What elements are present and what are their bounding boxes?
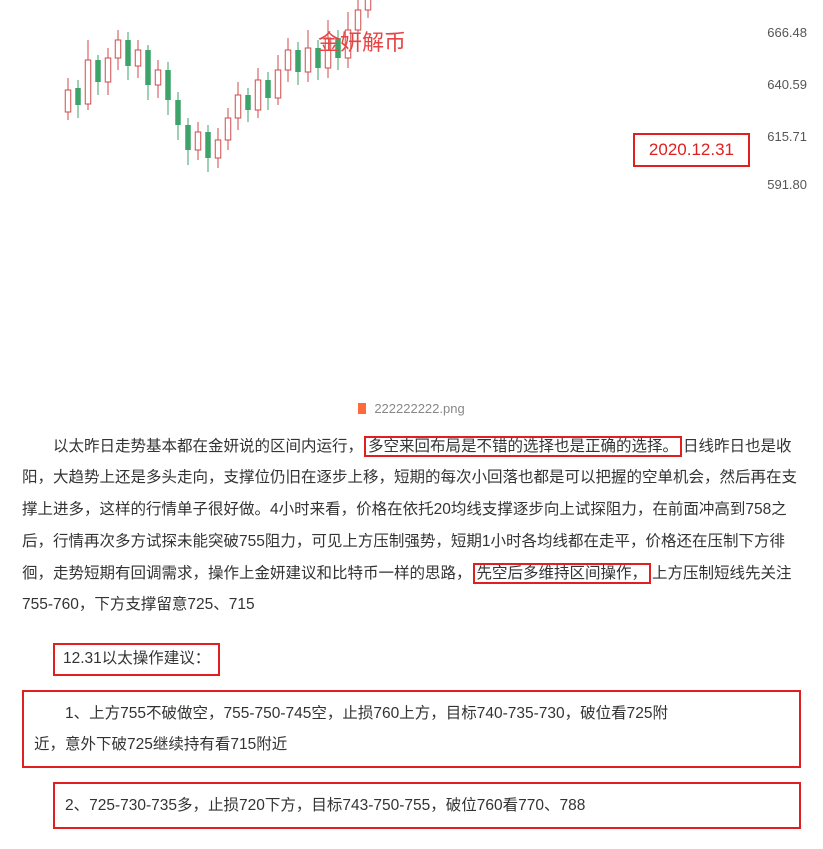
paragraph-1: 以太昨日走势基本都在金妍说的区间内运行，多空来回布局是不错的选择也是正确的选择。… xyxy=(22,431,801,622)
chart-watermark: 金妍解币 xyxy=(318,20,406,65)
chart-date-box: 2020.12.31 xyxy=(633,133,750,167)
y-axis-label: 640.59 xyxy=(767,72,807,99)
p1-mid: 日线昨日也是收阳，大趋势上还是多头走向，支撑位仍旧在逐步上移，短期的每次小回落也… xyxy=(22,438,797,582)
recommendation-2: 2、725-730-735多，止损720下方，目标743-750-755，破位7… xyxy=(53,782,801,829)
y-axis-label: 666.48 xyxy=(767,20,807,47)
highlight-1: 多空来回布局是不错的选择也是正确的选择。 xyxy=(364,436,682,457)
candlestick-chart: 金妍解币 2020.12.31 666.48 640.59 615.71 591.80 xyxy=(8,0,815,200)
section-heading: 12.31以太操作建议： xyxy=(53,643,220,676)
y-axis-label: 615.71 xyxy=(767,124,807,151)
rec2-text: 2、725-730-735多，止损720下方，目标743-750-755，破位7… xyxy=(65,797,585,814)
p1-pre: 以太昨日走势基本都在金妍说的区间内运行， xyxy=(53,438,363,455)
highlight-2: 先空后多维持区间操作， xyxy=(473,563,652,584)
rec1-line2: 近，意外下破725继续持有看715附近 xyxy=(34,736,287,753)
caption-text: 222222222.png xyxy=(374,401,464,416)
rec1-line1: 1、上方755不破做空，755-750-745空，止损760上方，目标740-7… xyxy=(34,698,789,729)
recommendation-1: 1、上方755不破做空，755-750-745空，止损760上方，目标740-7… xyxy=(22,690,801,768)
chart-caption: 222222222.png xyxy=(0,396,823,427)
article-body: 以太昨日走势基本都在金妍说的区间内运行，多空来回布局是不错的选择也是正确的选择。… xyxy=(0,427,823,849)
section-heading-wrap: 12.31以太操作建议： xyxy=(22,643,801,676)
caption-swatch-icon xyxy=(358,403,366,414)
y-axis-label: 591.80 xyxy=(767,172,807,199)
